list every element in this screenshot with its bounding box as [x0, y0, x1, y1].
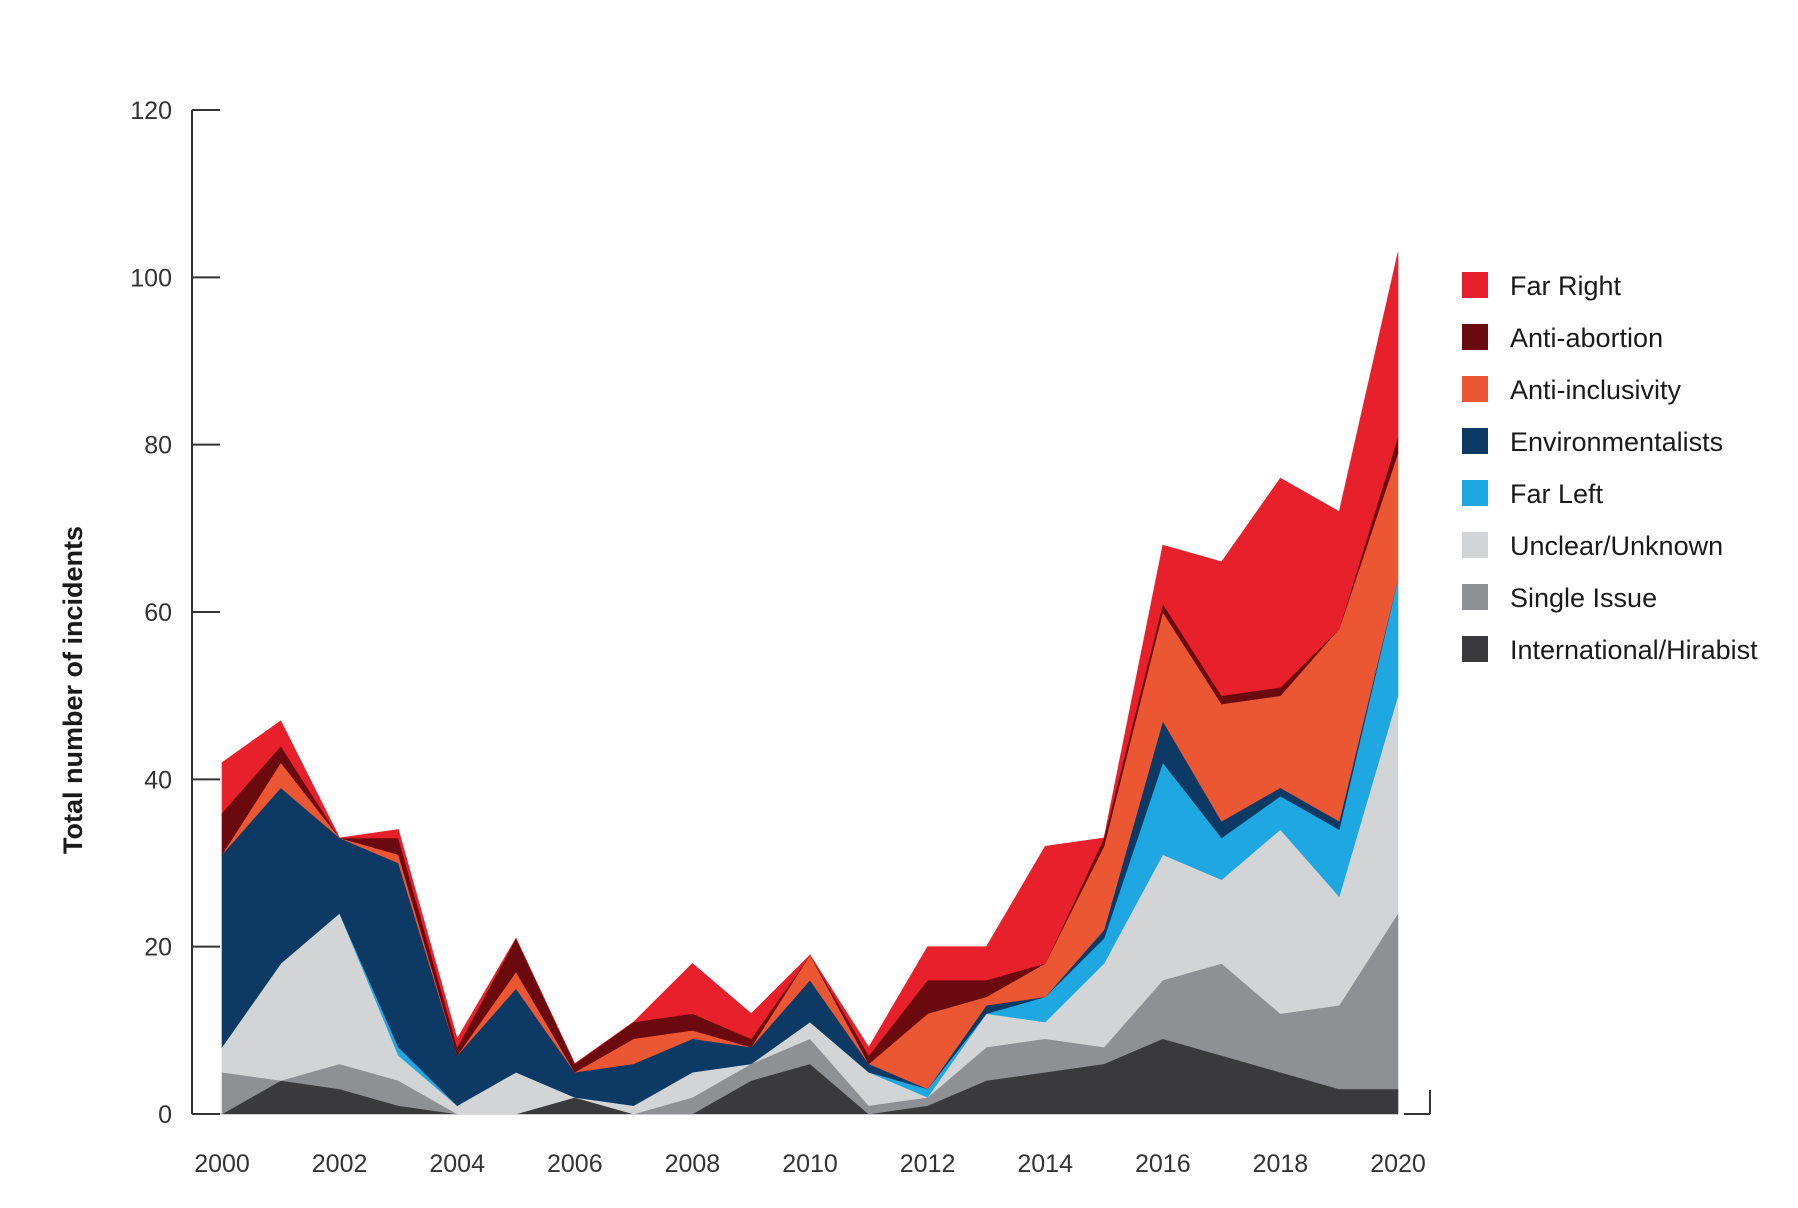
x-tick-label: 2004 — [429, 1150, 485, 1178]
legend-label: Far Right — [1510, 271, 1622, 301]
legend-item-far-left: Far Left — [1462, 479, 1604, 509]
legend-item-international-hirabist: International/Hirabist — [1462, 635, 1758, 665]
y-tick-label: 100 — [130, 264, 172, 292]
axes: 0 20 40 60 80 100 120 2000 2002 2004 2006 2008 2010… — [130, 97, 1431, 1178]
legend-swatch — [1462, 272, 1488, 298]
x-tick-label: 2012 — [900, 1150, 956, 1178]
y-tick-label: 120 — [130, 97, 172, 125]
legend-swatch — [1462, 532, 1488, 558]
legend-item-unclear-unknown: Unclear/Unknown — [1462, 531, 1723, 561]
y-tick-label: 40 — [144, 766, 172, 794]
legend-label: Far Left — [1510, 479, 1604, 509]
legend-item-far-right: Far Right — [1462, 271, 1622, 301]
x-tick-label: 2000 — [194, 1150, 250, 1178]
area-layers — [220, 252, 1399, 1115]
legend-label: Single Issue — [1510, 583, 1657, 613]
legend-label: International/Hirabist — [1510, 635, 1758, 665]
x-axis-ticks: 2000 2002 2004 2006 2008 2010 2012 2014 2016 2018… — [194, 1150, 1426, 1178]
x-tick-label: 2014 — [1017, 1150, 1073, 1178]
legend-swatch — [1462, 636, 1488, 662]
legend: Far Right Anti-abortion Anti-inclusivity En… — [1462, 271, 1758, 665]
area-far-right — [221, 252, 1399, 1065]
legend-item-single-issue: Single Issue — [1462, 583, 1657, 613]
y-tick-label: 80 — [144, 432, 172, 460]
y-tick-label: 0 — [158, 1101, 172, 1129]
legend-label: Environmentalists — [1510, 427, 1723, 457]
legend-swatch — [1462, 324, 1488, 350]
y-tick-label: 60 — [144, 599, 172, 627]
legend-label: Anti-inclusivity — [1510, 375, 1682, 405]
legend-swatch — [1462, 376, 1488, 402]
legend-item-anti-abortion: Anti-abortion — [1462, 323, 1663, 353]
x-tick-label: 2018 — [1253, 1150, 1309, 1178]
x-tick-label: 2020 — [1370, 1150, 1426, 1178]
legend-swatch — [1462, 480, 1488, 506]
x-tick-label: 2010 — [782, 1150, 838, 1178]
x-tick-label: 2008 — [665, 1150, 721, 1178]
legend-item-anti-inclusivity: Anti-inclusivity — [1462, 375, 1682, 405]
legend-swatch — [1462, 584, 1488, 610]
legend-swatch — [1462, 428, 1488, 454]
x-tick-label: 2016 — [1135, 1150, 1191, 1178]
legend-label: Unclear/Unknown — [1510, 531, 1723, 561]
x-tick-label: 2006 — [547, 1150, 603, 1178]
legend-item-environmentalists: Environmentalists — [1462, 427, 1723, 457]
y-tick-label: 20 — [144, 934, 172, 962]
y-axis-ticks: 0 20 40 60 80 100 120 — [130, 97, 220, 1129]
y-axis-title: Total number of incidents — [58, 526, 88, 854]
legend-label: Anti-abortion — [1510, 323, 1663, 353]
x-tick-label: 2002 — [312, 1150, 368, 1178]
